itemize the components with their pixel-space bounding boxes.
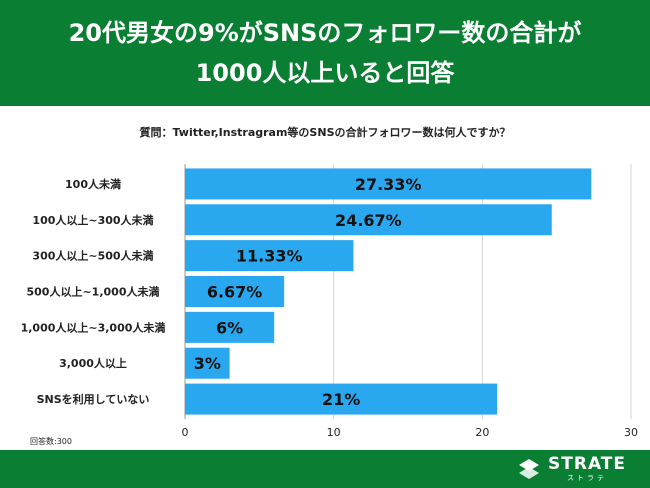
category-label-2: 300人以上~500人未満 [32,249,153,263]
title-line-2: 1000人以上いると回答 [195,59,455,87]
x-tick-label-1: 10 [327,426,341,439]
category-label-4: 1,000人以上~3,000人未満 [21,320,166,334]
strate-logo-icon [519,459,540,479]
category-label-0: 100人未満 [65,177,121,191]
value-label-3: 6.67% [207,283,263,302]
value-label-5: 3% [194,354,221,373]
value-label-2: 11.33% [236,247,303,266]
value-label-1: 24.67% [335,211,402,230]
value-label-6: 21% [322,390,360,409]
bar-1 [185,204,552,236]
response-count: 回答数:300 [30,437,72,446]
bar-6 [185,383,498,415]
value-label-4: 6% [216,318,243,337]
category-label-6: SNSを利用していない [37,392,150,406]
x-tick-label-2: 20 [475,426,489,439]
footer-banner: STRATE ストラテ [0,450,650,488]
logo-subtext: ストラテ [567,474,607,482]
x-tick-label-3: 30 [624,426,638,439]
value-label-0: 27.33% [355,175,422,194]
bar-5 [185,347,230,379]
category-label-3: 500人以上~1,000人未満 [27,285,160,299]
category-label-1: 100人以上~300人未満 [32,213,153,227]
bar-3 [185,276,285,307]
title-line-1: 20代男女の9%がSNSのフォロワー数の合計が [68,19,582,47]
category-label-5: 3,000人以上 [59,356,127,370]
bar-chart: 27.33%100人未満24.67%100人以上~300人未満11.33%300… [21,164,638,439]
strate-logo: STRATE ストラテ [516,454,626,484]
bar-2 [185,240,354,272]
logo-wordmark: STRATE [548,454,626,474]
bar-0 [185,168,592,200]
x-tick-label-0: 0 [182,426,189,439]
header-banner: 20代男女の9%がSNSのフォロワー数の合計が 1000人以上いると回答 [0,0,650,106]
bar-4 [185,311,275,343]
survey-question: 質問：Twitter,Instragram等のSNSの合計フォロワー数は何人です… [139,126,511,139]
